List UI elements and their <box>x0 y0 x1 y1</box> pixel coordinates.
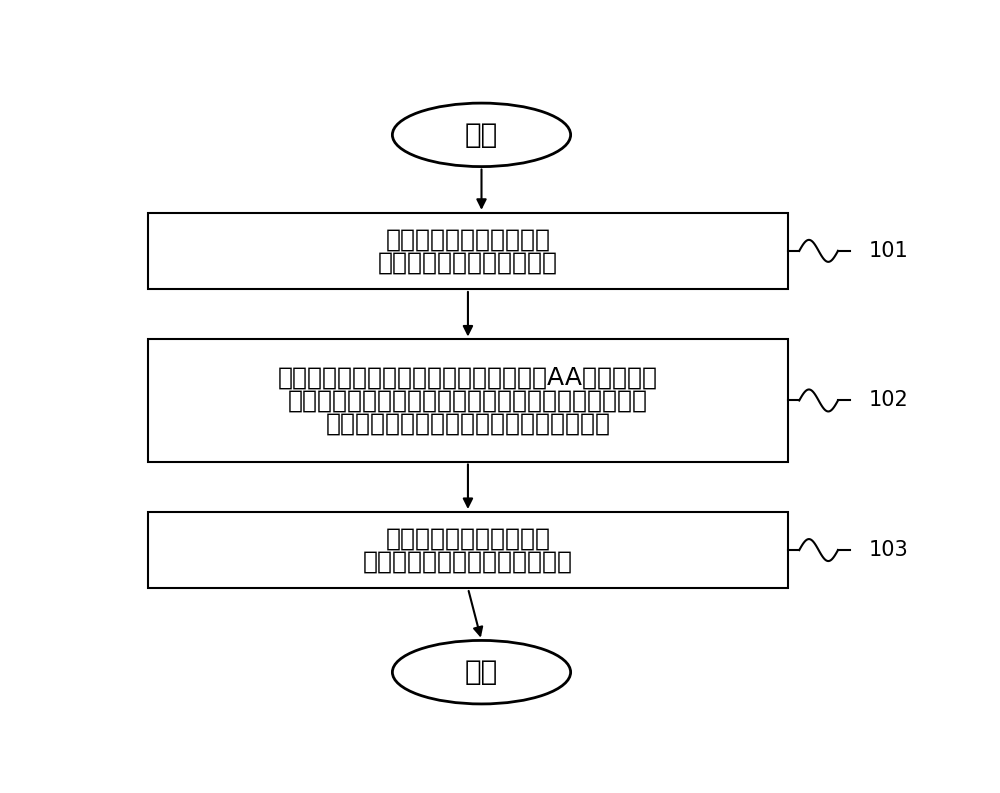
Ellipse shape <box>392 103 571 167</box>
Text: 将第二镜头模组设于第二定位孔中并采用AA制程进行定: 将第二镜头模组设于第二定位孔中并采用AA制程进行定 <box>278 366 658 389</box>
FancyBboxPatch shape <box>148 339 788 462</box>
Text: 将第二镜头模组采用胶体: 将第二镜头模组采用胶体 <box>385 527 550 550</box>
Text: 101: 101 <box>869 241 909 261</box>
Text: 位校准以确定一目标位置，所述目标位置使得所述第一: 位校准以确定一目标位置，所述目标位置使得所述第一 <box>288 389 648 412</box>
FancyBboxPatch shape <box>148 512 788 588</box>
Text: 胶体固定于所述第一定位孔: 胶体固定于所述第一定位孔 <box>378 251 558 274</box>
Text: 固定于第二定位孔中的目标位置: 固定于第二定位孔中的目标位置 <box>363 550 573 573</box>
Text: 将所述第一镜头模组采用: 将所述第一镜头模组采用 <box>385 228 550 251</box>
FancyBboxPatch shape <box>148 213 788 289</box>
Ellipse shape <box>392 641 571 704</box>
Text: 102: 102 <box>869 390 909 411</box>
Text: 开始: 开始 <box>465 121 498 149</box>
Text: 结束: 结束 <box>465 658 498 686</box>
Text: 镜头模组与所述第二镜头模组满足定位精度: 镜头模组与所述第二镜头模组满足定位精度 <box>325 412 610 435</box>
Text: 103: 103 <box>869 540 909 560</box>
